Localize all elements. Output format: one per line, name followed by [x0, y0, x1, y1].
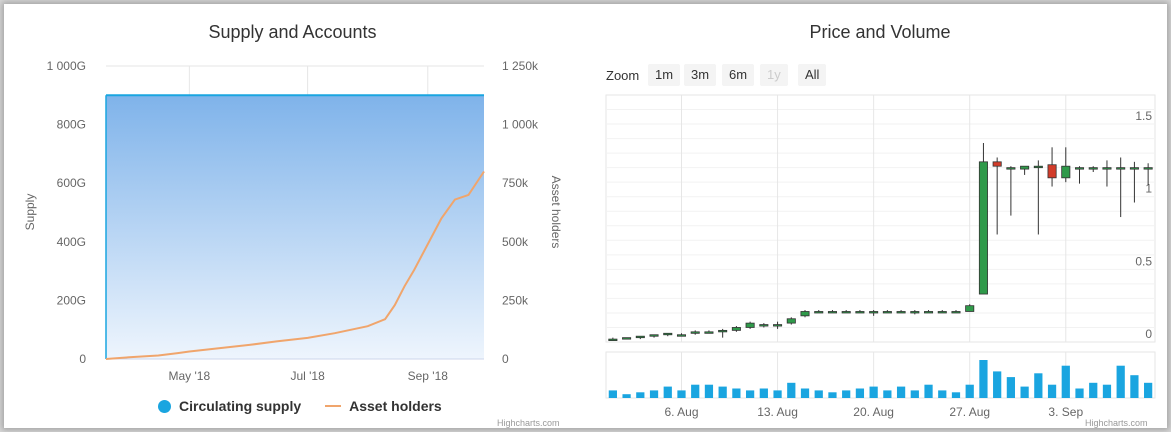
supply-x-tick: May '18	[169, 369, 211, 383]
zoom-1y-button: 1y	[760, 64, 788, 86]
supply-y-tick: 400G	[57, 235, 86, 249]
supply-y-tick: 0	[79, 352, 86, 366]
supply-y-tick: 600G	[57, 176, 86, 190]
holders-y-tick: 1 250k	[502, 59, 539, 73]
supply-y-tick: 200G	[57, 293, 86, 307]
price-chart-title: Price and Volume	[809, 22, 951, 42]
legend-asset-holders[interactable]: Asset holders	[349, 398, 442, 414]
supply-y-tick: 1 000G	[47, 59, 86, 73]
zoom-3m-button[interactable]: 3m	[684, 64, 717, 86]
holders-y-tick: 0	[502, 352, 509, 366]
holders-y-tick: 750k	[502, 176, 529, 190]
supply-x-tick: Jul '18	[290, 369, 325, 383]
zoom-label: Zoom	[606, 68, 640, 83]
supply-legend: Circulating supply Asset holders	[158, 398, 442, 414]
zoom-1m-button[interactable]: 1m	[648, 64, 681, 86]
asset-holders-legend-icon	[325, 405, 342, 407]
holders-axis-title: Asset holders	[549, 176, 563, 249]
circulating-supply-legend-icon	[158, 399, 171, 413]
holders-y-tick: 1 000k	[502, 118, 539, 132]
price-chart-credits[interactable]: Highcharts.com	[1085, 418, 1148, 428]
supply-chart-title: Supply and Accounts	[208, 22, 377, 42]
asset-holders-line	[105, 170, 485, 360]
zoom-6m-button[interactable]: 6m	[722, 64, 755, 86]
legend-circulating-supply[interactable]: Circulating supply	[179, 398, 302, 414]
zoom-all-button[interactable]: All	[798, 64, 827, 86]
holders-y-tick: 250k	[502, 293, 529, 307]
supply-x-tick: Sep '18	[408, 369, 449, 383]
supply-chart-credits[interactable]: Highcharts.com	[497, 418, 560, 428]
supply-y-tick: 800G	[57, 118, 86, 132]
holders-y-tick: 500k	[502, 235, 529, 249]
circulating-supply-area	[106, 95, 484, 360]
supply-axis-title: Supply	[23, 194, 37, 231]
